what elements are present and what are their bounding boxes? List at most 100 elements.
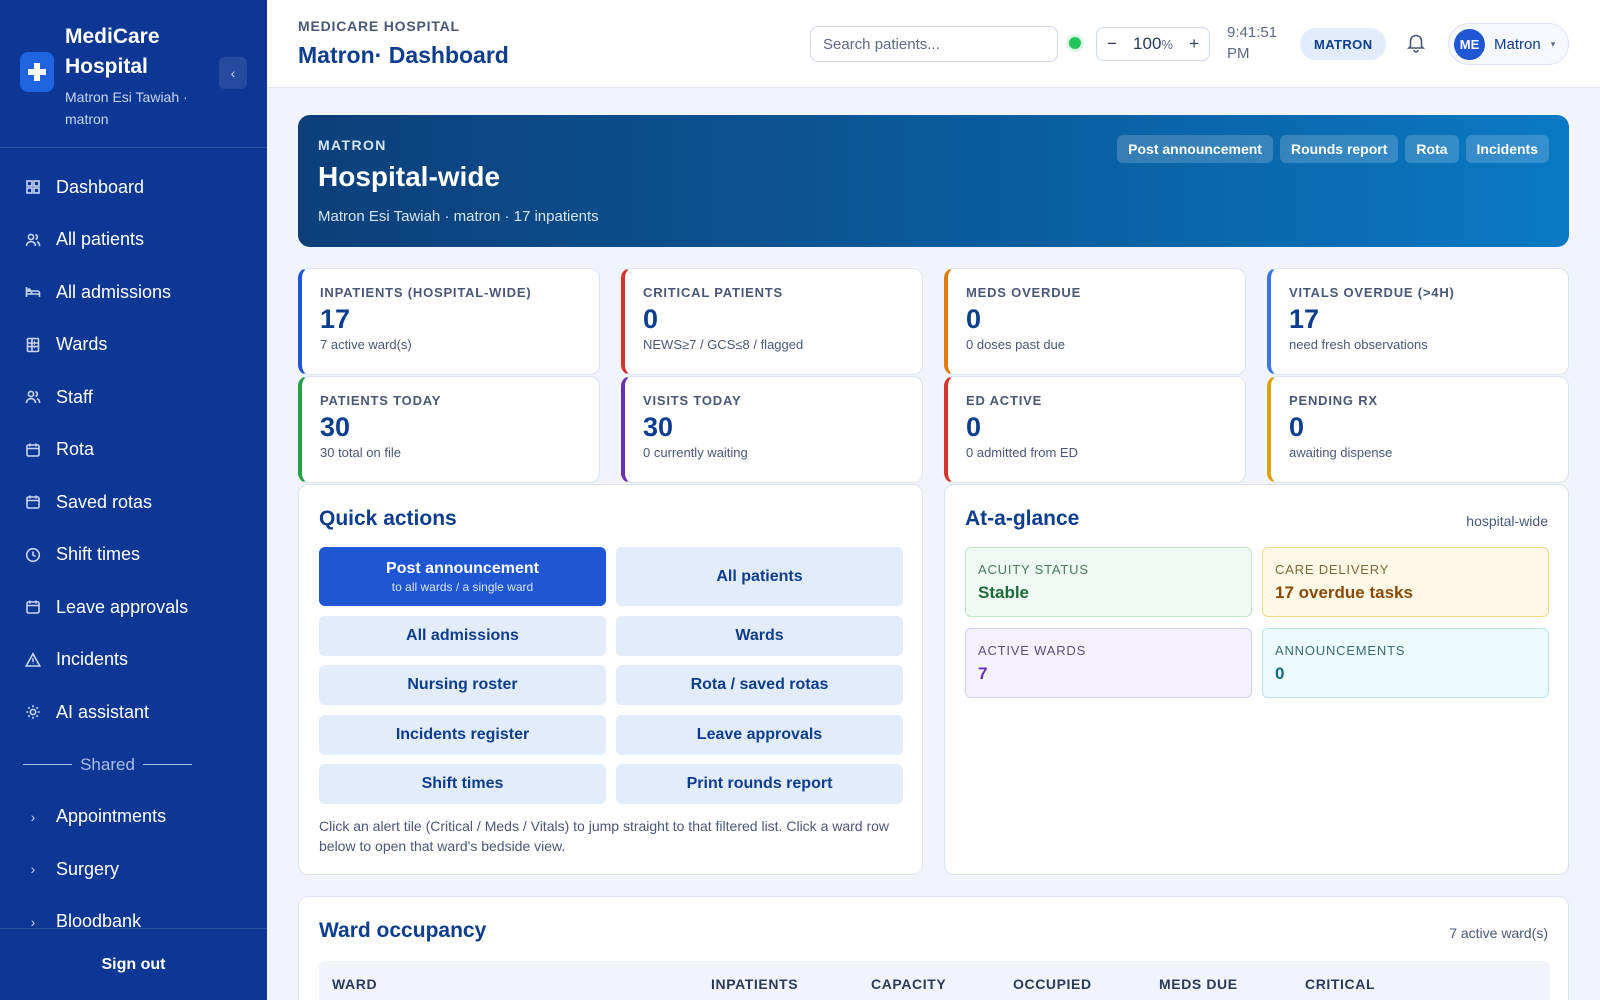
sidebar-item-label: Wards — [56, 334, 108, 355]
sidebar-item-label: Leave approvals — [56, 596, 189, 617]
stat-subtext: need fresh observations — [1289, 337, 1428, 352]
ward-occupancy-count: 7 active ward(s) — [1449, 925, 1548, 941]
role-badge: MATRON — [1300, 28, 1387, 60]
incidents-button[interactable]: Incidents — [1465, 135, 1549, 163]
tile-label: CARE DELIVERY — [1275, 562, 1390, 577]
sidebar-item-incidents[interactable]: Incidents — [0, 634, 267, 687]
stat-value: 0 — [1289, 412, 1305, 442]
sidebar-item-all-admissions[interactable]: All admissions — [0, 266, 267, 319]
tile-value: 17 overdue tasks — [1275, 583, 1413, 602]
column-header-occupied[interactable]: OCCUPIED — [1013, 976, 1092, 992]
print-rounds-report-action-button[interactable]: Print rounds report — [616, 764, 903, 804]
warning-icon — [25, 651, 41, 668]
tile-value: 7 — [978, 664, 988, 683]
breadcrumb: MEDICARE HOSPITAL — [298, 18, 460, 34]
incidents-register-action-button[interactable]: Incidents register — [319, 714, 606, 755]
stat-card-critical-patients[interactable]: CRITICAL PATIENTS 0 NEWS≥7 / GCS≤8 / fla… — [621, 268, 923, 375]
post-announcement-button[interactable]: Post announcement — [1117, 135, 1273, 163]
brand: MediCare Hospital Matron Esi Tawiah · ma… — [0, 0, 267, 148]
stat-card-patients-today[interactable]: PATIENTS TODAY 30 30 total on file — [298, 376, 600, 483]
users-icon — [25, 232, 41, 248]
rounds-report-button[interactable]: Rounds report — [1279, 135, 1399, 163]
stat-card-ed-active[interactable]: ED ACTIVE 0 0 admitted from ED — [944, 376, 1246, 483]
sidebar-item-label: Appointments — [56, 806, 167, 827]
shared-section-label: Shared — [80, 754, 135, 774]
stat-value: 30 — [320, 412, 351, 442]
hospital-cross-icon — [20, 52, 54, 92]
page-title: Matron· Dashboard — [298, 42, 509, 68]
sidebar-item-shift-times[interactable]: Shift times — [0, 529, 267, 582]
sidebar-item-appointments[interactable]: › Appointments — [0, 791, 267, 844]
stat-card-inpatients[interactable]: INPATIENTS (HOSPITAL-WIDE) 17 7 active w… — [298, 268, 600, 375]
stat-label: VISITS TODAY — [643, 393, 742, 408]
column-header-capacity[interactable]: CAPACITY — [871, 976, 947, 992]
stat-card-vitals-overdue[interactable]: VITALS OVERDUE (>4H) 17 need fresh obser… — [1267, 268, 1569, 375]
ward-occupancy-panel: Ward occupancy 7 active ward(s) WARD INP… — [298, 896, 1569, 1000]
rota-button[interactable]: Rota — [1405, 135, 1459, 163]
action-label: Post announcement — [386, 559, 539, 577]
sidebar-item-staff[interactable]: Staff — [0, 371, 267, 424]
sidebar-item-label: Shift times — [56, 544, 141, 565]
sidebar-item-label: Surgery — [56, 858, 120, 879]
stat-value: 17 — [1289, 304, 1320, 334]
sidebar: MediCare Hospital Matron Esi Tawiah · ma… — [0, 0, 267, 1000]
sidebar-item-leave-approvals[interactable]: Leave approvals — [0, 581, 267, 634]
column-header-meds-due[interactable]: MEDS DUE — [1159, 976, 1238, 992]
stat-card-meds-overdue[interactable]: MEDS OVERDUE 0 0 doses past due — [944, 268, 1246, 375]
care-delivery-tile: CARE DELIVERY 17 overdue tasks — [1262, 547, 1549, 617]
stat-label: INPATIENTS (HOSPITAL-WIDE) — [320, 285, 532, 300]
shift-times-action-button[interactable]: Shift times — [319, 764, 606, 804]
chevron-right-icon: › — [30, 861, 36, 878]
ward-occupancy-title: Ward occupancy — [319, 919, 487, 942]
sidebar-item-label: Rota — [56, 439, 95, 460]
rota-saved-rotas-action-button[interactable]: Rota / saved rotas — [616, 665, 903, 705]
sidebar-item-rota[interactable]: Rota — [0, 424, 267, 477]
stat-value: 0 — [966, 412, 982, 442]
stat-label: VITALS OVERDUE (>4H) — [1289, 285, 1455, 300]
sidebar-item-all-patients[interactable]: All patients — [0, 214, 267, 267]
tile-value: Stable — [978, 583, 1030, 602]
hero-subtitle: Matron Esi Tawiah · matron · 17 inpatien… — [318, 208, 599, 225]
sidebar-item-saved-rotas[interactable]: Saved rotas — [0, 476, 267, 529]
zoom-unit: % — [1161, 37, 1173, 52]
column-header-critical[interactable]: CRITICAL — [1305, 976, 1376, 992]
tile-value: 0 — [1275, 664, 1285, 683]
zoom-out-button[interactable]: − — [1107, 34, 1117, 53]
quick-actions-hint: Click an alert tile (Critical / Meds / V… — [319, 818, 890, 854]
stat-subtext: 7 active ward(s) — [320, 337, 412, 352]
post-announcement-action-button[interactable]: Post announcement to all wards / a singl… — [319, 547, 606, 606]
tile-label: ACTIVE WARDS — [978, 643, 1087, 658]
wards-action-button[interactable]: Wards — [616, 615, 903, 656]
brand-user: Matron Esi Tawiah · matron — [65, 89, 188, 127]
quick-actions-panel: Quick actions Post announcement to all w… — [298, 484, 923, 875]
all-admissions-action-button[interactable]: All admissions — [319, 615, 606, 656]
sidebar-item-ai-assistant[interactable]: AI assistant — [0, 686, 267, 739]
collapse-sidebar-button[interactable]: ‹ — [219, 57, 247, 89]
zoom-level: 100 — [1133, 34, 1162, 53]
stat-subtext: awaiting dispense — [1289, 445, 1393, 460]
user-menu[interactable]: ME Matron ▾ — [1448, 23, 1569, 65]
sidebar-item-surgery[interactable]: › Surgery — [0, 843, 267, 896]
sidebar-item-label: Staff — [56, 386, 93, 407]
stat-subtext: 0 doses past due — [966, 337, 1066, 352]
sidebar-item-dashboard[interactable]: Dashboard — [0, 161, 267, 214]
sign-out-button[interactable]: Sign out — [0, 928, 267, 1000]
column-header-ward[interactable]: WARD — [332, 976, 378, 992]
stat-card-visits-today[interactable]: VISITS TODAY 30 0 currently waiting — [621, 376, 923, 483]
at-a-glance-scope: hospital-wide — [1466, 513, 1548, 529]
nursing-roster-action-button[interactable]: Nursing roster — [319, 665, 606, 705]
acuity-status-tile: ACUITY STATUS Stable — [965, 547, 1252, 617]
leave-approvals-action-button[interactable]: Leave approvals — [616, 714, 903, 755]
search-input[interactable] — [810, 26, 1058, 62]
stat-card-pending-rx[interactable]: PENDING RX 0 awaiting dispense — [1267, 376, 1569, 483]
stat-value: 0 — [643, 304, 659, 334]
zoom-in-button[interactable]: + — [1189, 34, 1199, 53]
bell-icon[interactable] — [1405, 31, 1429, 55]
sidebar-item-wards[interactable]: Wards — [0, 319, 267, 372]
hero-banner: MATRON Hospital-wide Matron Esi Tawiah ·… — [298, 115, 1569, 247]
sidebar-item-bloodbank[interactable]: › Bloodbank — [0, 896, 267, 949]
all-patients-action-button[interactable]: All patients — [616, 547, 903, 606]
sidebar-item-label: All patients — [56, 229, 145, 250]
user-name: Matron — [1494, 35, 1541, 53]
column-header-inpatients[interactable]: INPATIENTS — [711, 976, 799, 992]
